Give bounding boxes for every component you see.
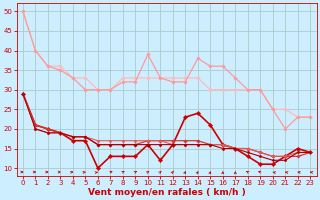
X-axis label: Vent moyen/en rafales ( km/h ): Vent moyen/en rafales ( km/h ) bbox=[88, 188, 245, 197]
